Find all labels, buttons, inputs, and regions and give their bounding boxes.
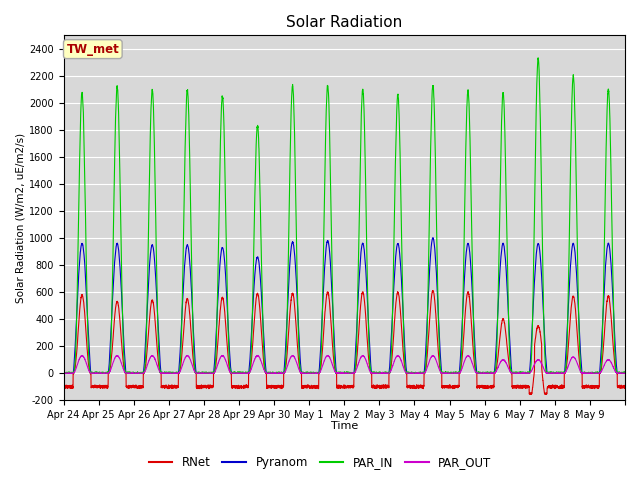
PAR_IN <box>621 371 629 376</box>
Text: TW_met: TW_met <box>67 43 119 56</box>
Line: RNet: RNet <box>63 291 625 394</box>
RNet <box>527 391 534 397</box>
PAR_OUT <box>621 371 629 376</box>
PAR_OUT <box>176 368 184 374</box>
Pyranom <box>621 371 629 376</box>
RNet <box>176 367 184 373</box>
Title: Solar Radiation: Solar Radiation <box>286 15 403 30</box>
PAR_IN <box>499 99 506 105</box>
RNet <box>60 384 67 389</box>
RNet <box>621 383 629 388</box>
PAR_IN <box>526 369 534 374</box>
RNet <box>526 391 534 397</box>
PAR_IN <box>60 371 67 376</box>
X-axis label: Time: Time <box>331 421 358 432</box>
PAR_OUT <box>396 354 403 360</box>
RNet <box>396 295 403 301</box>
PAR_OUT <box>184 352 191 358</box>
RNet <box>541 391 548 397</box>
PAR_IN <box>365 347 373 352</box>
Pyranom <box>526 363 534 369</box>
RNet <box>365 361 373 367</box>
Line: PAR_OUT: PAR_OUT <box>63 355 625 373</box>
Pyranom <box>365 336 373 341</box>
PAR_IN <box>541 343 548 348</box>
PAR_OUT <box>365 367 373 373</box>
Pyranom <box>499 241 506 247</box>
RNet <box>499 318 506 324</box>
Legend: RNet, Pyranom, PAR_IN, PAR_OUT: RNet, Pyranom, PAR_IN, PAR_OUT <box>144 452 496 474</box>
Pyranom <box>429 235 437 240</box>
PAR_IN <box>176 363 184 369</box>
PAR_IN <box>396 115 403 121</box>
PAR_OUT <box>526 370 534 376</box>
Pyranom <box>541 334 548 339</box>
PAR_OUT <box>60 371 68 376</box>
Pyranom <box>396 248 403 253</box>
Pyranom <box>60 371 68 376</box>
RNet <box>429 288 436 294</box>
Pyranom <box>60 370 67 376</box>
Y-axis label: Solar Radiation (W/m2, uE/m2/s): Solar Radiation (W/m2, uE/m2/s) <box>15 133 25 303</box>
PAR_OUT <box>541 368 548 373</box>
Pyranom <box>176 349 184 355</box>
PAR_IN <box>534 55 542 60</box>
PAR_OUT <box>60 370 67 376</box>
Line: Pyranom: Pyranom <box>63 238 625 373</box>
PAR_OUT <box>499 357 506 362</box>
Line: PAR_IN: PAR_IN <box>63 58 625 373</box>
